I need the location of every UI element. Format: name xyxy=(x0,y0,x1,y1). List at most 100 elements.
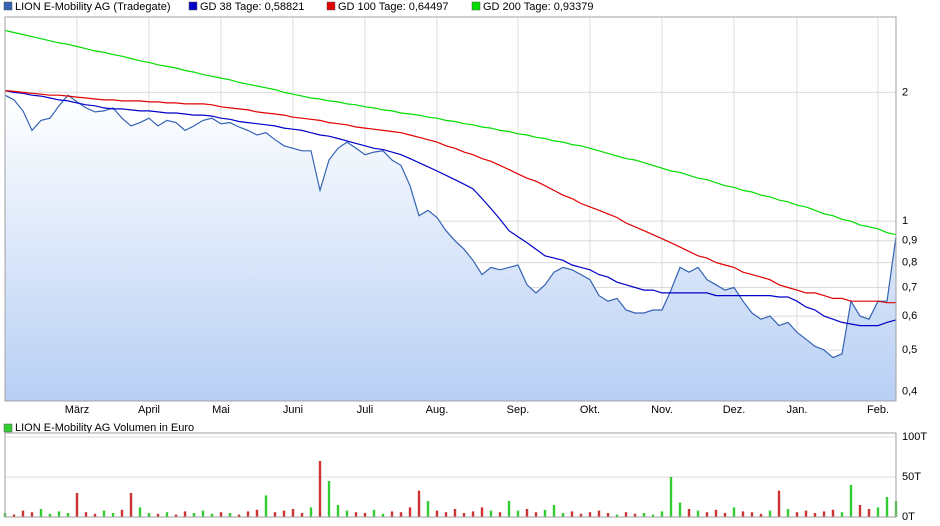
volume-bar xyxy=(534,512,538,517)
volume-bar xyxy=(372,509,376,517)
volume-bar xyxy=(642,513,646,517)
x-tick-label: Okt. xyxy=(580,404,600,416)
y-tick-label: 0,4 xyxy=(902,385,917,397)
volume-bar xyxy=(723,513,727,517)
volume-bar xyxy=(579,513,583,517)
volume-bar xyxy=(651,514,655,517)
legend-label: LION E-Mobility AG (Tradegate) xyxy=(15,1,170,13)
plot-frame xyxy=(4,16,897,402)
volume-bar xyxy=(471,511,475,517)
volume-bar xyxy=(264,495,268,517)
volume-bar xyxy=(858,505,862,517)
volume-bar xyxy=(201,510,205,517)
volume-bar xyxy=(147,513,151,517)
x-tick-label: Juni xyxy=(283,404,303,416)
volume-bar xyxy=(822,511,826,517)
volume-bar xyxy=(678,502,682,517)
volume-bar xyxy=(318,461,322,517)
volume-bar xyxy=(507,501,511,517)
volume-bar xyxy=(813,513,817,517)
volume-bar xyxy=(489,510,493,517)
volume-bar xyxy=(309,507,313,517)
volume-bar xyxy=(759,513,763,517)
volume-bar xyxy=(516,510,520,517)
y-tick-label: 100T xyxy=(902,431,927,443)
volume-bar xyxy=(705,512,709,517)
volume-bar xyxy=(876,507,880,517)
volume-bar xyxy=(867,509,871,517)
y-tick-label: 0,6 xyxy=(902,310,917,322)
volume-bar xyxy=(462,513,466,517)
x-tick-label: Aug. xyxy=(426,404,449,416)
x-tick-label: Sep. xyxy=(507,404,530,416)
series-line xyxy=(4,89,897,327)
legend-swatch xyxy=(3,423,13,433)
series-line xyxy=(4,89,896,304)
volume-bar xyxy=(93,513,97,517)
y-tick-label: 50T xyxy=(902,471,921,483)
volume-bar xyxy=(444,512,448,517)
volume-bar xyxy=(597,510,601,517)
volume-bar xyxy=(435,510,439,517)
series-line xyxy=(4,94,897,359)
volume-bar xyxy=(777,490,781,517)
volume-bar xyxy=(606,513,610,517)
volume-bar xyxy=(57,511,61,517)
volume-bar xyxy=(75,493,79,517)
y-tick-label: 1 xyxy=(902,215,908,227)
volume-bar xyxy=(633,513,637,517)
volume-bar xyxy=(732,507,736,517)
y-tick-label: 0,5 xyxy=(902,344,917,356)
volume-bar xyxy=(210,513,214,517)
legend-swatch xyxy=(3,1,13,11)
legend-swatch xyxy=(326,1,336,11)
volume-bar xyxy=(840,512,844,517)
volume-bar xyxy=(363,513,367,517)
volume-bar xyxy=(552,505,556,517)
series-line xyxy=(4,29,897,236)
volume-bar xyxy=(30,512,34,517)
volume-bar xyxy=(588,512,592,517)
volume-bar xyxy=(129,493,133,517)
volume-bar xyxy=(345,510,349,517)
volume-bar xyxy=(183,511,187,517)
volume-bar xyxy=(66,513,70,517)
volume-bar xyxy=(615,514,619,517)
volume-bar xyxy=(381,513,385,517)
volume-bar xyxy=(138,507,142,517)
volume-bar xyxy=(786,509,790,517)
volume-bar xyxy=(228,513,232,517)
price-area xyxy=(5,95,896,401)
volume-bar xyxy=(390,511,394,517)
legend-label: GD 100 Tage: 0,64497 xyxy=(338,1,449,13)
volume-bar xyxy=(291,509,295,517)
x-tick-label: Juli xyxy=(357,404,374,416)
x-tick-label: April xyxy=(138,404,160,416)
volume-bar xyxy=(795,512,799,517)
volume-bar xyxy=(570,511,574,517)
chart-title: LION E-Mobility AG Volumen in Euro xyxy=(15,422,194,434)
volume-bar xyxy=(624,512,628,517)
volume-bar xyxy=(111,513,115,517)
volume-bar xyxy=(327,481,331,517)
volume-bar xyxy=(156,513,160,517)
volume-bar xyxy=(219,512,223,517)
volume-bar xyxy=(714,509,718,517)
volume-bar xyxy=(48,513,52,517)
volume-bar xyxy=(408,507,412,517)
volume-bar xyxy=(849,485,853,517)
volume-bar xyxy=(480,507,484,517)
volume-bar xyxy=(120,509,124,517)
volume-bar xyxy=(192,513,196,517)
volume-bar xyxy=(354,512,358,517)
volume-bar xyxy=(669,477,673,517)
x-tick-label: Jan. xyxy=(787,404,808,416)
volume-bar xyxy=(300,513,304,517)
y-tick-label: 2 xyxy=(902,86,908,98)
volume-bar xyxy=(282,510,286,517)
volume-bar xyxy=(660,511,664,517)
volume-bar xyxy=(273,512,277,517)
volume-bar xyxy=(687,509,691,517)
volume-bar xyxy=(336,505,340,517)
volume-bar xyxy=(453,509,457,517)
